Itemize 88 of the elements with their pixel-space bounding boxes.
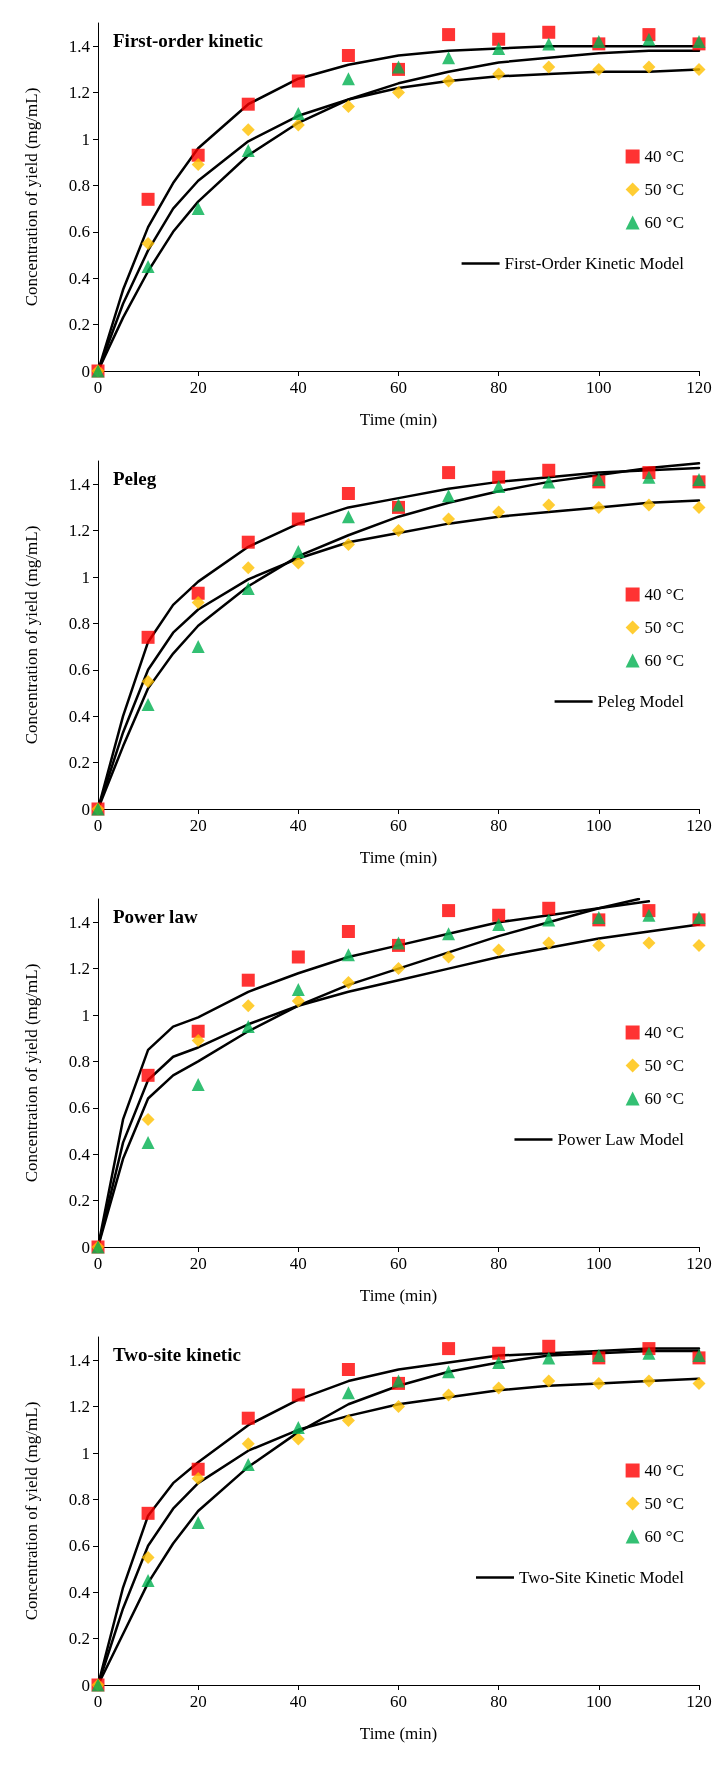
x-axis-title: Time (min) (359, 1724, 438, 1743)
x-tick-label: 80 (490, 378, 508, 397)
y-tick-label: 0.8 (68, 1051, 90, 1071)
y-axis-title: Concentration of yield (mg/mL) (22, 87, 41, 307)
x-tick-label: 20 (189, 816, 207, 835)
y-tick-label: 0.4 (68, 1144, 91, 1164)
y-tick-label: 1 (81, 1443, 90, 1463)
y-tick-label: 0 (81, 1237, 90, 1257)
y-axis-title: Concentration of yield (mg/mL) (22, 525, 41, 745)
x-axis-title: Time (min) (359, 848, 438, 867)
y-tick-label: 0.2 (68, 1191, 90, 1211)
y-tick-label: 0.4 (68, 706, 91, 726)
x-tick-label: 120 (686, 1692, 712, 1711)
y-axis-title: Concentration of yield (mg/mL) (22, 963, 41, 1183)
y-axis-title: Concentration of yield (mg/mL) (22, 1401, 41, 1621)
legend-label: 60 °C (644, 651, 684, 670)
y-tick-label: 1.2 (68, 959, 90, 979)
legend-label: 40 °C (644, 147, 684, 166)
chart-title: Peleg (113, 468, 157, 489)
y-tick-label: 0.4 (68, 1582, 91, 1602)
y-tick-label: 0 (81, 361, 90, 381)
legend-label: 40 °C (644, 1461, 684, 1480)
legend-label: 60 °C (644, 213, 684, 232)
y-tick-label: 0.6 (68, 222, 90, 242)
y-tick-label: 0.2 (68, 315, 90, 335)
x-tick-label: 40 (289, 816, 307, 835)
legend-label: 50 °C (644, 180, 684, 199)
x-tick-label: 80 (490, 1692, 508, 1711)
y-tick-label: 1.4 (68, 36, 91, 56)
x-tick-label: 60 (390, 1254, 407, 1273)
y-tick-label: 1.4 (68, 474, 91, 494)
x-tick-label: 0 (93, 378, 103, 397)
y-tick-label: 0.4 (68, 268, 91, 288)
y-tick-label: 0.8 (68, 613, 90, 633)
y-tick-label: 0.8 (68, 175, 90, 195)
legend-label: First-Order Kinetic Model (504, 254, 685, 273)
x-tick-label: 60 (390, 816, 407, 835)
y-tick-label: 0.2 (68, 1629, 90, 1649)
legend-label: 50 °C (644, 1056, 684, 1075)
x-tick-label: 100 (586, 1254, 612, 1273)
x-tick-label: 40 (289, 378, 307, 397)
y-tick-label: 0.6 (68, 1098, 90, 1118)
y-tick-label: 1 (81, 129, 90, 149)
legend-label: Power Law Model (557, 1130, 685, 1149)
legend-label: 50 °C (644, 1494, 684, 1513)
x-tick-label: 100 (586, 816, 612, 835)
x-tick-label: 80 (490, 1254, 508, 1273)
x-tick-label: 60 (390, 378, 407, 397)
legend-label: 50 °C (644, 618, 684, 637)
y-tick-label: 1 (81, 1005, 90, 1025)
y-tick-label: 0.2 (68, 753, 90, 773)
x-tick-label: 0 (93, 1692, 103, 1711)
x-axis-title: Time (min) (359, 410, 438, 429)
legend-label: Two-Site Kinetic Model (519, 1568, 685, 1587)
y-tick-label: 0.8 (68, 1489, 90, 1509)
x-tick-label: 100 (586, 1692, 612, 1711)
y-tick-label: 1.2 (68, 521, 90, 541)
x-tick-label: 40 (289, 1254, 307, 1273)
x-tick-label: 120 (686, 1254, 712, 1273)
x-tick-label: 40 (289, 1692, 307, 1711)
chart-title: First-order kinetic (113, 30, 264, 51)
y-tick-label: 1.4 (68, 912, 91, 932)
x-axis-title: Time (min) (359, 1286, 438, 1305)
legend-label: 40 °C (644, 1023, 684, 1042)
y-tick-label: 0.6 (68, 660, 90, 680)
y-tick-label: 0 (81, 1675, 90, 1695)
x-tick-label: 20 (189, 1254, 207, 1273)
chart-title: Two-site kinetic (113, 1344, 241, 1365)
x-tick-label: 0 (93, 1254, 103, 1273)
y-tick-label: 0 (81, 799, 90, 819)
x-tick-label: 120 (686, 816, 712, 835)
x-tick-label: 120 (686, 378, 712, 397)
y-tick-label: 1.2 (68, 1397, 90, 1417)
legend-label: 60 °C (644, 1527, 684, 1546)
x-tick-label: 100 (586, 378, 612, 397)
legend-label: 60 °C (644, 1089, 684, 1108)
legend-label: 40 °C (644, 585, 684, 604)
y-tick-label: 1.4 (68, 1350, 91, 1370)
x-tick-label: 20 (189, 378, 207, 397)
legend-label: Peleg Model (597, 692, 685, 711)
y-tick-label: 0.6 (68, 1536, 90, 1556)
x-tick-label: 0 (93, 816, 103, 835)
y-tick-label: 1.2 (68, 83, 90, 103)
y-tick-label: 1 (81, 567, 90, 587)
x-tick-label: 60 (390, 1692, 407, 1711)
x-tick-label: 80 (490, 816, 508, 835)
x-tick-label: 20 (189, 1692, 207, 1711)
chart-title: Power law (113, 906, 198, 927)
